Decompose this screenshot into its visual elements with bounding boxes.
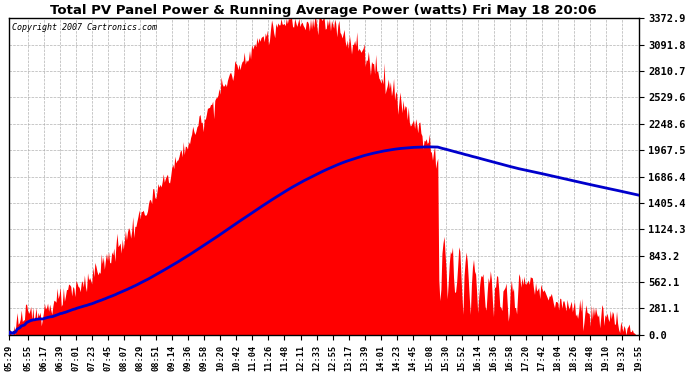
- Title: Total PV Panel Power & Running Average Power (watts) Fri May 18 20:06: Total PV Panel Power & Running Average P…: [50, 4, 597, 17]
- Text: Copyright 2007 Cartronics.com: Copyright 2007 Cartronics.com: [12, 23, 157, 32]
